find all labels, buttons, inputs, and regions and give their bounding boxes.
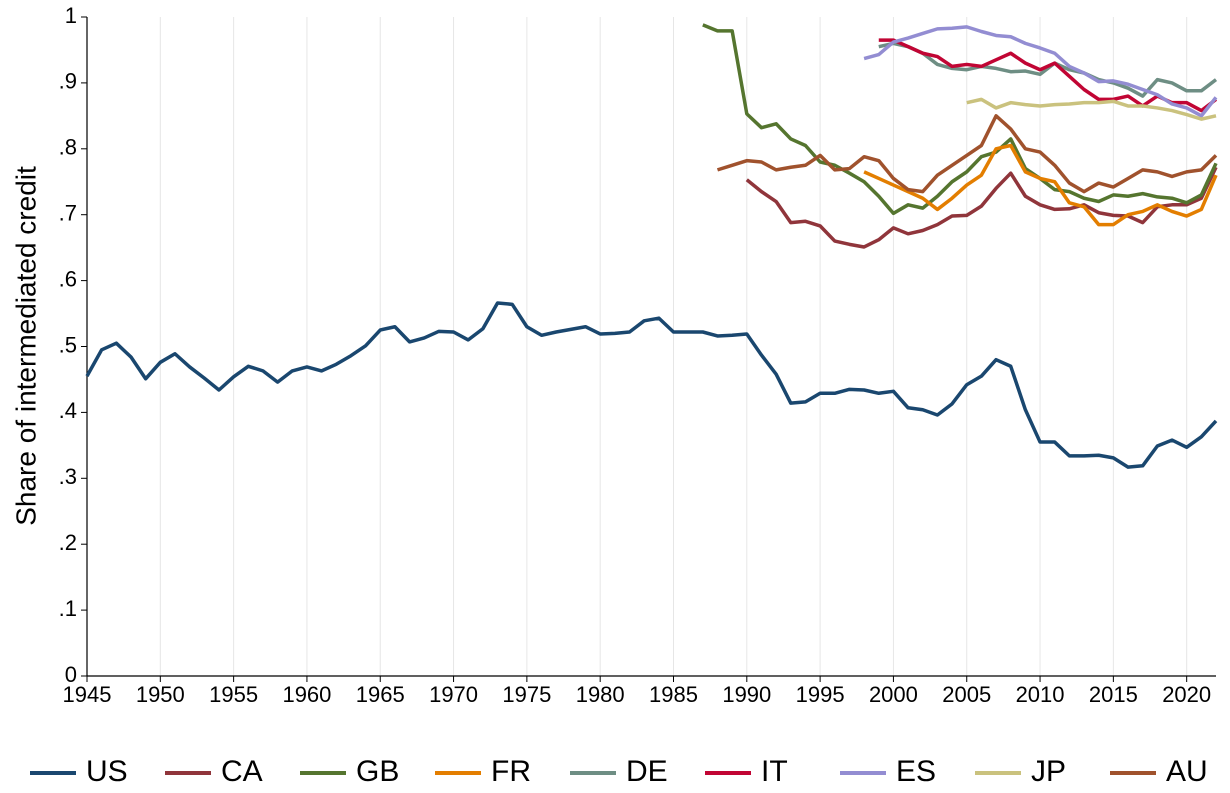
x-tick-label: 1960 [282,682,331,707]
legend-label: ES [896,755,936,788]
x-tick-label: 1980 [576,682,625,707]
x-tick-label: 1995 [796,682,845,707]
x-tick-label: 1945 [63,682,112,707]
y-tick-label: .8 [59,135,77,160]
legend-label: AU [1166,755,1208,788]
x-tick-label: 1985 [649,682,698,707]
series-line [863,143,1218,227]
x-tick-label: 2005 [942,682,991,707]
legend-label: US [86,755,128,788]
y-tick-label: .5 [59,332,77,357]
x-tick-label: 1970 [429,682,478,707]
y-tick-label: .4 [59,398,77,423]
legend-label: DE [626,755,668,788]
y-tick-label: .9 [59,69,77,94]
x-tick-label: 1950 [136,682,185,707]
x-tick-label: 1965 [356,682,405,707]
y-tick-label: 0 [65,662,77,687]
x-tick-label: 1975 [502,682,551,707]
x-tick-label: 2015 [1089,682,1138,707]
y-tick-label: .6 [59,266,77,291]
legend-label: FR [491,755,531,788]
y-tick-label: .3 [59,464,77,489]
x-tick-label: 2020 [1162,682,1211,707]
y-tick-label: 1 [65,3,77,28]
legend-label: JP [1031,755,1066,788]
x-tick-label: 2000 [869,682,918,707]
x-tick-label: 2010 [1016,682,1065,707]
series-line [966,97,1217,121]
series-line [745,166,1218,249]
legend-label: IT [761,755,788,788]
y-tick-label: .1 [59,596,77,621]
legend-label: GB [356,755,399,788]
y-axis-label: Share of intermediated credit [10,166,41,526]
series-line [878,41,1218,98]
x-tick-label: 1955 [209,682,258,707]
legend-label: CA [221,755,263,788]
x-tick-label: 1990 [722,682,771,707]
series-line [702,23,1218,216]
series-line [85,301,1218,469]
series-line [716,114,1218,194]
series-line [863,25,1218,118]
y-tick-label: .2 [59,530,77,555]
y-tick-label: .7 [59,201,77,226]
